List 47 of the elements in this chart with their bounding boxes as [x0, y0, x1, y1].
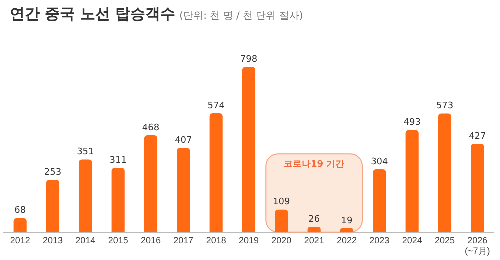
- x-tick-label: 2014: [76, 235, 96, 246]
- bar: [275, 210, 288, 232]
- data-label: 493: [404, 118, 421, 128]
- bar: [406, 130, 419, 232]
- x-tick-label: 2015: [108, 235, 128, 246]
- bar: [177, 148, 190, 232]
- bar: [210, 114, 223, 232]
- data-label: 68: [14, 206, 26, 216]
- data-label: 19: [341, 216, 353, 226]
- data-label: 351: [77, 148, 94, 158]
- x-tick-label: 2012: [10, 235, 30, 246]
- data-label: 26: [308, 214, 320, 225]
- data-label: 253: [44, 168, 62, 178]
- data-label: 304: [371, 157, 389, 168]
- bar: [112, 168, 125, 232]
- data-label: 427: [469, 132, 486, 142]
- x-tick-label: 2016: [140, 235, 162, 246]
- bar: [308, 227, 321, 232]
- chart-subtitle: (단위: 천 명 / 천 단위 절사): [180, 11, 304, 22]
- bar: [438, 114, 452, 232]
- data-label: 468: [142, 123, 160, 134]
- band-label: 코로나19 기간: [284, 160, 345, 170]
- x-tick-label: 2018: [206, 235, 226, 246]
- x-tick-label: 2017: [174, 235, 194, 246]
- x-tick-label: 2022: [336, 235, 358, 246]
- bar: [46, 180, 60, 232]
- data-label: 407: [175, 136, 192, 146]
- data-label: 798: [240, 54, 258, 65]
- x-tick-label: 2020: [272, 235, 292, 246]
- x-tick-label: 2025: [434, 235, 456, 246]
- data-label: 311: [110, 156, 127, 166]
- x-tick-label: 2021: [304, 235, 324, 246]
- x-tick-label: 2013: [42, 235, 64, 246]
- x-tick-label: 2023: [370, 235, 390, 246]
- x-tick-label: 2019: [238, 235, 260, 246]
- bar: [471, 144, 484, 232]
- data-label: 574: [208, 101, 226, 112]
- chart-title: 연간 중국 노선 탑승객수: [10, 5, 176, 23]
- bar: [144, 135, 158, 232]
- data-label: 573: [436, 102, 454, 112]
- bar: [373, 169, 386, 232]
- x-tick-label: 2024: [402, 235, 422, 246]
- data-label: 109: [273, 198, 291, 208]
- bar: [242, 67, 256, 232]
- x-tick-label: 2026 (~7月): [465, 235, 490, 256]
- bar: [14, 218, 27, 232]
- bar: [79, 160, 92, 232]
